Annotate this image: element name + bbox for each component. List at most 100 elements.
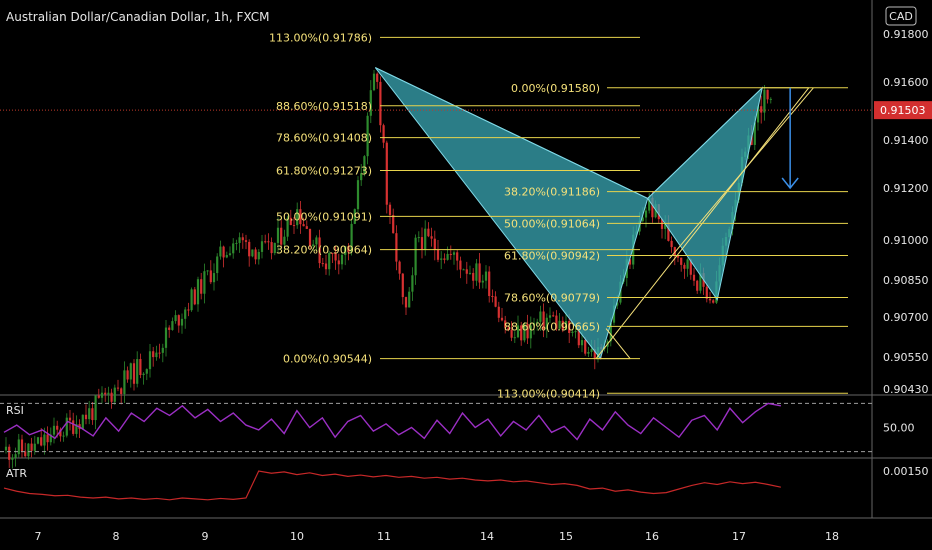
candle-body [273, 242, 276, 254]
candle-body [289, 217, 292, 226]
fib-level-label: 113.00%(0.90414) [497, 387, 600, 400]
candle-body [292, 225, 296, 227]
candle-body [395, 233, 398, 262]
time-axis[interactable]: 7 8 9 10 11 14 15 16 17 18 [35, 530, 840, 543]
candle-body [648, 197, 651, 211]
candle-body [446, 253, 449, 260]
candle-body [433, 238, 436, 250]
candle-body [369, 90, 372, 116]
x-tick-label: 11 [377, 530, 391, 543]
candle-body [769, 98, 772, 100]
candle-body [283, 236, 286, 245]
candle-body [318, 237, 321, 264]
price-axis[interactable]: 0.91800 0.91600 0.91400 0.91200 0.91000 0.908… [874, 6, 932, 396]
candle-body [75, 424, 78, 434]
atr-line [3, 470, 781, 501]
candle-body [148, 351, 152, 370]
atr-tick-label: 0.00150 [883, 465, 929, 478]
candle-body [353, 209, 356, 224]
fib-retracement-right: 0.00%(0.91580) 38.20%(0.91186) 50.00%(0.91… [497, 82, 848, 400]
x-tick-label: 9 [202, 530, 209, 543]
candle-body [363, 156, 366, 174]
rsi-pane[interactable]: RSI 50.00 [0, 402, 915, 453]
candle-body [40, 437, 43, 446]
candle-body [686, 259, 689, 269]
candle-body [203, 271, 206, 294]
candle-body [689, 259, 692, 275]
candle-body [417, 237, 420, 239]
candle-body [244, 240, 248, 242]
atr-pane[interactable]: ATR 0.00150 [3, 465, 929, 501]
candle-body [424, 228, 427, 250]
candle-body [260, 241, 264, 252]
candle-body [414, 237, 417, 276]
candle-body [676, 256, 680, 258]
candle-body [552, 315, 555, 317]
candle-body [136, 359, 139, 384]
candle-body [97, 395, 100, 398]
x-tick-label: 10 [290, 530, 304, 543]
candle-body [228, 253, 232, 256]
y-tick-label: 0.90850 [883, 274, 929, 287]
candle-body [708, 298, 712, 301]
candle-body [420, 237, 424, 250]
candle-body [36, 437, 40, 444]
candle-body [590, 348, 593, 352]
candle-body [296, 209, 299, 226]
y-tick-label: 0.91000 [883, 234, 929, 247]
candle-body [520, 325, 523, 341]
candles [4, 69, 772, 469]
fib-level-label: 50.00%(0.91091) [276, 210, 372, 223]
candle-body [331, 252, 334, 254]
candle-body [536, 321, 539, 324]
candle-body [616, 302, 619, 306]
last-price-tag [874, 101, 932, 120]
fib-level-label: 38.20%(0.91186) [504, 186, 600, 199]
candle-body [398, 261, 401, 274]
candle-body [24, 451, 27, 457]
candle-body [548, 315, 552, 318]
candle-body [152, 351, 155, 358]
candle-body [216, 256, 219, 274]
candle-body [660, 219, 664, 229]
candle-body [587, 351, 590, 354]
candle-body [286, 217, 289, 237]
candle-body [184, 309, 187, 319]
candle-body [190, 289, 193, 311]
candle-body [760, 106, 763, 113]
candle-body [209, 270, 212, 283]
candle-body [81, 414, 84, 430]
candle-body [308, 228, 312, 247]
candle-body [232, 243, 235, 254]
candle-body [388, 204, 392, 215]
y-tick-label: 0.90700 [883, 311, 929, 324]
y-tick-label: 0.90430 [883, 383, 929, 396]
candle-body [30, 443, 33, 451]
candle-body [129, 363, 132, 380]
candle-body [526, 323, 529, 339]
candle-body [481, 280, 484, 283]
candle-body [276, 227, 280, 243]
candle-body [609, 322, 612, 342]
candle-body [571, 331, 574, 333]
candle-body [468, 272, 472, 274]
candle-body [177, 315, 180, 326]
candle-body [11, 457, 14, 460]
candle-body [628, 259, 632, 265]
x-tick-label: 7 [35, 530, 42, 543]
candle-body [430, 236, 433, 239]
candle-body [65, 417, 68, 436]
fib-level-label: 61.80%(0.91273) [276, 164, 372, 177]
candle-body [248, 241, 251, 257]
candle-body [449, 253, 452, 255]
chart-title: Australian Dollar/Canadian Dollar, 1h, F… [6, 10, 270, 24]
candle-body [459, 260, 462, 270]
fib-level-label: 78.60%(0.91408) [276, 132, 372, 145]
fib-level-label: 50.00%(0.91064) [504, 217, 600, 230]
rsi-tick-label: 50.00 [883, 422, 915, 435]
main-price-pane[interactable]: 113.00%(0.91786) 88.60%(0.91518) 78.60%(0.… [0, 0, 932, 519]
fib-level-label: 88.60%(0.90665) [504, 320, 600, 333]
candle-body [235, 242, 238, 244]
candle-body [532, 323, 536, 326]
